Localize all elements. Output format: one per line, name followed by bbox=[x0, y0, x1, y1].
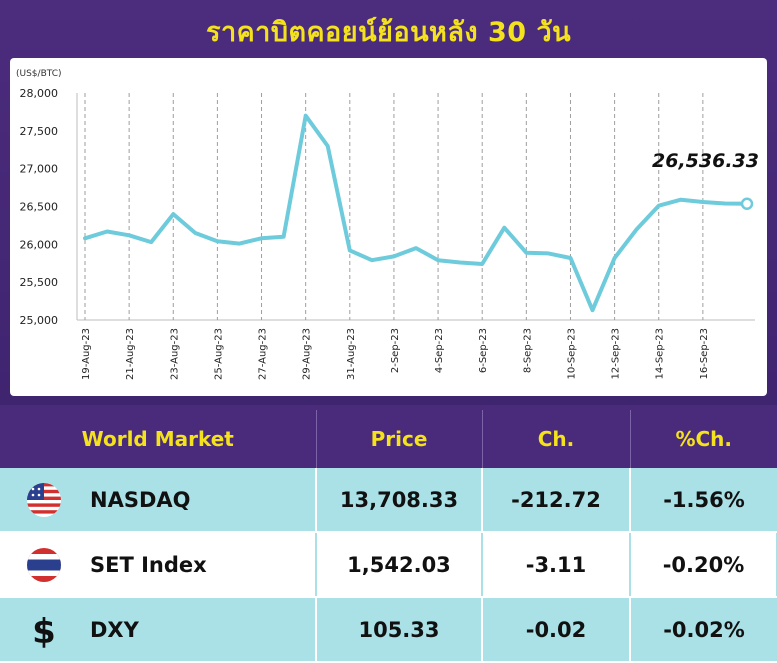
y-axis-label: (US$/BTC) bbox=[16, 69, 62, 79]
chart-panel: ราคาบิตคอยน์ย้อนหลัง 30 วัน (US$/BTC) 25,… bbox=[0, 0, 777, 405]
y-tick-label: 27,000 bbox=[20, 163, 59, 176]
price-cell: 1,542.03 bbox=[316, 532, 483, 598]
x-tick-label: 21-Aug-23 bbox=[125, 328, 136, 380]
y-tick-label: 25,000 bbox=[20, 314, 59, 327]
chart-title: ราคาบิตคอยน์ย้อนหลัง 30 วัน bbox=[205, 17, 572, 48]
market-name-cell: SET Index bbox=[0, 532, 317, 598]
svg-text:$: $ bbox=[32, 612, 56, 652]
x-tick-label: 25-Aug-23 bbox=[213, 328, 224, 380]
x-tick-label: 8-Sep-23 bbox=[522, 328, 533, 373]
market-name-cell: $ DXY bbox=[0, 597, 317, 663]
x-tick-label: 19-Aug-23 bbox=[81, 328, 92, 380]
market-name: NASDAQ bbox=[90, 487, 191, 512]
change-cell: -0.02 bbox=[482, 597, 631, 663]
x-tick-label: 16-Sep-23 bbox=[699, 328, 710, 380]
percent-change-cell: -0.02% bbox=[630, 597, 777, 663]
thai-flag-icon bbox=[27, 547, 61, 582]
header-price: Price bbox=[316, 410, 483, 468]
market-name: SET Index bbox=[90, 552, 207, 577]
change-cell: -3.11 bbox=[482, 532, 631, 598]
table-row: $ DXY 105.33 -0.02 -0.02% bbox=[0, 597, 777, 663]
us-flag-icon bbox=[27, 482, 61, 517]
y-tick-label: 26,000 bbox=[20, 238, 59, 251]
table-header-row: World Market Price Ch. %Ch. bbox=[0, 410, 777, 468]
y-tick-label: 26,500 bbox=[20, 201, 59, 214]
y-tick-label: 27,500 bbox=[20, 125, 59, 138]
chart-card: (US$/BTC) 25,000 25,500 26,000 26,500 27,000 2… bbox=[10, 58, 767, 396]
x-tick-label: 29-Aug-23 bbox=[302, 328, 313, 380]
y-tick-label: 28,000 bbox=[20, 87, 59, 100]
x-tick-label: 27-Aug-23 bbox=[258, 328, 269, 380]
last-value-label: 26,536.33 bbox=[652, 150, 759, 172]
x-tick-label: 6-Sep-23 bbox=[478, 328, 489, 373]
header-change: Ch. bbox=[482, 410, 631, 468]
x-tick-label: 23-Aug-23 bbox=[169, 328, 180, 380]
y-tick-label: 25,500 bbox=[20, 276, 59, 289]
world-market-table: World Market Price Ch. %Ch. bbox=[0, 410, 777, 663]
price-cell: 13,708.33 bbox=[316, 468, 483, 533]
x-tick-label: 31-Aug-23 bbox=[346, 328, 357, 380]
dollar-icon: $ bbox=[32, 612, 56, 652]
x-tick-label: 2-Sep-23 bbox=[390, 328, 401, 373]
x-tick-label: 4-Sep-23 bbox=[434, 328, 445, 373]
table-row: NASDAQ 13,708.33 -212.72 -1.56% bbox=[0, 468, 777, 533]
change-cell: -212.72 bbox=[482, 468, 631, 533]
header-percent-change: %Ch. bbox=[675, 427, 733, 451]
percent-change-cell: -1.56% bbox=[630, 468, 777, 533]
btc-price-line bbox=[83, 113, 749, 313]
header-world-market: World Market bbox=[0, 410, 317, 468]
x-tick-label: 12-Sep-23 bbox=[611, 328, 622, 380]
btc-line-chart: (US$/BTC) 25,000 25,500 26,000 26,500 27,000 2… bbox=[16, 69, 759, 380]
x-tick-label: 14-Sep-23 bbox=[655, 328, 666, 380]
market-name-cell: NASDAQ bbox=[0, 468, 317, 533]
last-data-point bbox=[740, 197, 754, 211]
percent-change-cell: -0.20% bbox=[630, 532, 777, 598]
x-tick-label: 10-Sep-23 bbox=[566, 328, 577, 380]
price-cell: 105.33 bbox=[316, 597, 483, 663]
table-row: SET Index 1,542.03 -3.11 -0.20% bbox=[0, 532, 777, 598]
market-name: DXY bbox=[90, 617, 139, 642]
